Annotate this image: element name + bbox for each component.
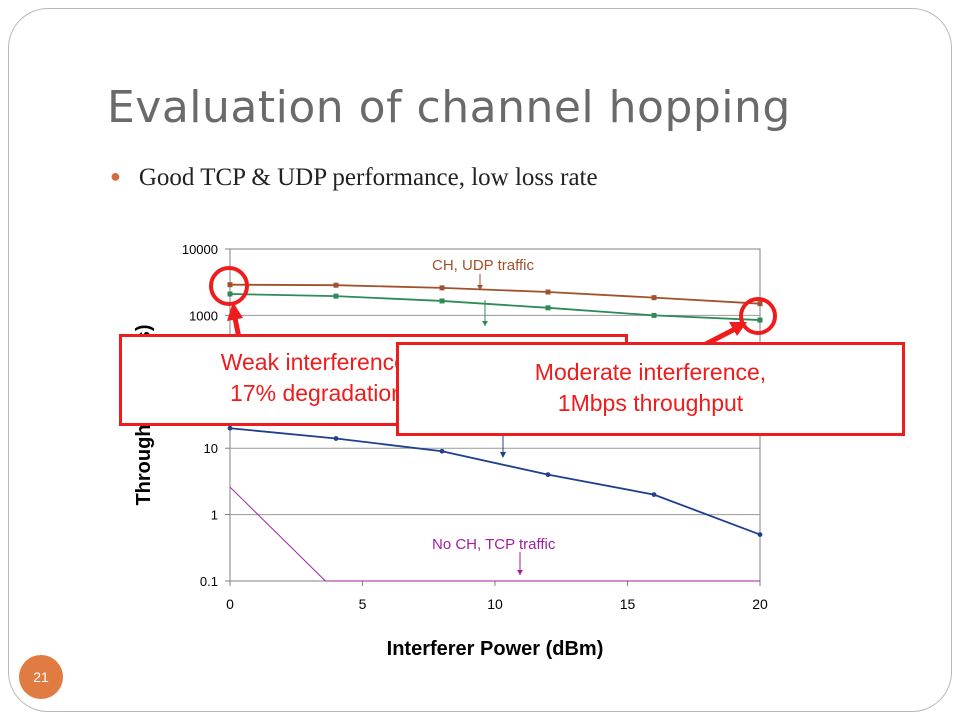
series-point-2 <box>227 425 233 431</box>
x-tick-label: 5 <box>359 596 367 612</box>
series-point-0 <box>757 301 763 307</box>
callout-moderate-interference: Moderate interference, 1Mbps throughput <box>396 342 905 436</box>
annotation-arrow-head <box>500 452 506 458</box>
series-point-2 <box>545 472 551 478</box>
y-tick-label: 10 <box>204 441 218 456</box>
x-tick-label: 0 <box>226 596 234 612</box>
callout-moderate-line2: 1Mbps throughput <box>557 390 744 416</box>
series-point-2 <box>439 448 445 454</box>
callout-pointer-left-head <box>227 302 243 321</box>
callout-pointer-right-head <box>729 322 747 336</box>
callout-weak-line2: 17% degradation <box>230 380 404 406</box>
bullet-text: Good TCP & UDP performance, low loss rat… <box>138 164 598 191</box>
series-line-1 <box>229 293 761 321</box>
x-tick-label: 15 <box>620 596 636 612</box>
callout-moderate-line1: Moderate interference, <box>534 359 767 385</box>
annotation-arrow-head <box>482 321 488 326</box>
series-point-1 <box>545 305 551 311</box>
annotation-arrow-head <box>517 570 523 575</box>
series-point-1 <box>439 298 445 304</box>
series-point-0 <box>545 289 551 295</box>
series-point-2 <box>333 436 339 441</box>
annotation-arrow-head <box>477 285 483 290</box>
y-tick-label: 10000 <box>182 242 218 257</box>
bullet-item: ● Good TCP & UDP performance, low loss ra… <box>110 164 598 192</box>
series-point-1 <box>227 291 233 297</box>
x-tick-label: 20 <box>752 596 768 612</box>
series-point-0 <box>651 295 657 301</box>
y-tick-label: 1000 <box>189 308 218 323</box>
series-line-0 <box>229 283 761 305</box>
bullet-dot-icon: ● <box>110 166 121 186</box>
x-tick-label: 10 <box>487 596 503 612</box>
x-axis-label: Interferer Power (dBm) <box>387 638 604 660</box>
highlight-circle-right <box>739 297 777 335</box>
callout-weak-line1: Weak interference, <box>220 349 414 375</box>
series-point-0 <box>439 285 445 291</box>
y-tick-label: 1 <box>211 508 218 523</box>
highlight-circle-left <box>209 266 249 306</box>
y-tick-label: 0.1 <box>200 574 218 589</box>
slide-title: Evaluation of channel hopping <box>107 82 791 133</box>
series-point-1 <box>333 293 339 299</box>
slide-frame <box>8 8 952 712</box>
series-point-1 <box>757 317 763 323</box>
series-line-2 <box>229 427 761 536</box>
page-number-badge: 21 <box>19 655 63 699</box>
series-point-0 <box>333 282 339 288</box>
series-point-1 <box>651 312 657 318</box>
series-point-0 <box>227 282 233 288</box>
annotation-label: CH, UDP traffic <box>432 257 534 274</box>
series-line-3 <box>229 486 760 582</box>
series-point-2 <box>757 532 763 537</box>
annotation-label: No CH, TCP traffic <box>432 536 556 553</box>
series-point-2 <box>651 492 657 498</box>
